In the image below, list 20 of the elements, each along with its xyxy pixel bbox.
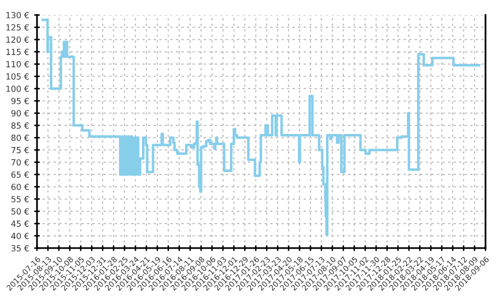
y-tick-label: 45 €	[11, 220, 29, 227]
y-tick-label: 70 €	[11, 159, 29, 166]
y-tick-label: 60 €	[11, 184, 29, 190]
y-tick-label: 125 €	[6, 24, 29, 31]
y-tick-label: 105 €	[6, 73, 29, 80]
y-tick-label: 75 €	[11, 146, 29, 154]
y-tick-label: 120 €	[6, 36, 29, 43]
y-tick-label: 85 €	[11, 122, 29, 129]
y-tick-label: 50 €	[11, 208, 29, 215]
y-tick-label: 40 €	[11, 232, 29, 240]
y-tick-label: 90 €	[11, 110, 29, 116]
y-tick-label: 55 €	[11, 196, 29, 202]
y-tick-label: 115 €	[6, 48, 29, 56]
y-tick-label: 130 €	[6, 12, 29, 18]
y-tick-label: 80 €	[11, 134, 29, 141]
y-tick-label: 100 €	[6, 86, 29, 92]
y-tick-label: 110 €	[6, 61, 29, 68]
y-tick-label: 35 €	[11, 245, 29, 252]
y-tick-label: 65 €	[11, 171, 29, 178]
y-tick-label: 95 €	[11, 98, 29, 104]
